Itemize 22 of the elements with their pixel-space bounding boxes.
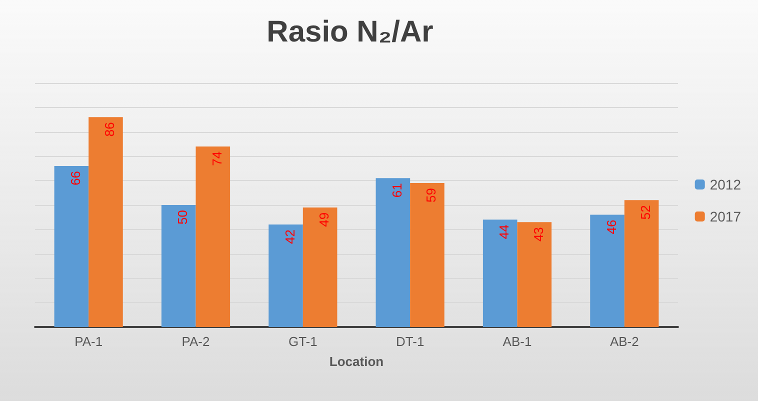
- x-tick-label: PA-1: [74, 334, 103, 349]
- x-tick-label: DT-1: [396, 334, 424, 349]
- data-label: 46: [604, 220, 619, 234]
- data-label: 49: [316, 212, 332, 227]
- data-label: 66: [68, 170, 83, 186]
- data-label: 42: [282, 230, 298, 244]
- legend-label: 2012: [710, 176, 742, 192]
- data-label: 44: [496, 224, 512, 240]
- data-label: 52: [638, 205, 654, 220]
- data-label: 43: [530, 227, 546, 242]
- x-tick-label: PA-2: [182, 334, 210, 349]
- data-label: 74: [209, 151, 224, 166]
- x-axis-title: Location: [329, 354, 384, 369]
- data-label: 59: [424, 188, 439, 203]
- data-label: 61: [389, 183, 404, 198]
- x-tick-label: AB-2: [610, 334, 639, 349]
- x-tick-label: GT-1: [288, 334, 318, 349]
- chart-title: Rasio N₂/Ar: [266, 16, 434, 48]
- data-label: 86: [102, 122, 118, 137]
- data-label: 50: [175, 210, 190, 224]
- x-tick-label: AB-1: [502, 334, 532, 349]
- legend-label: 2017: [710, 208, 742, 224]
